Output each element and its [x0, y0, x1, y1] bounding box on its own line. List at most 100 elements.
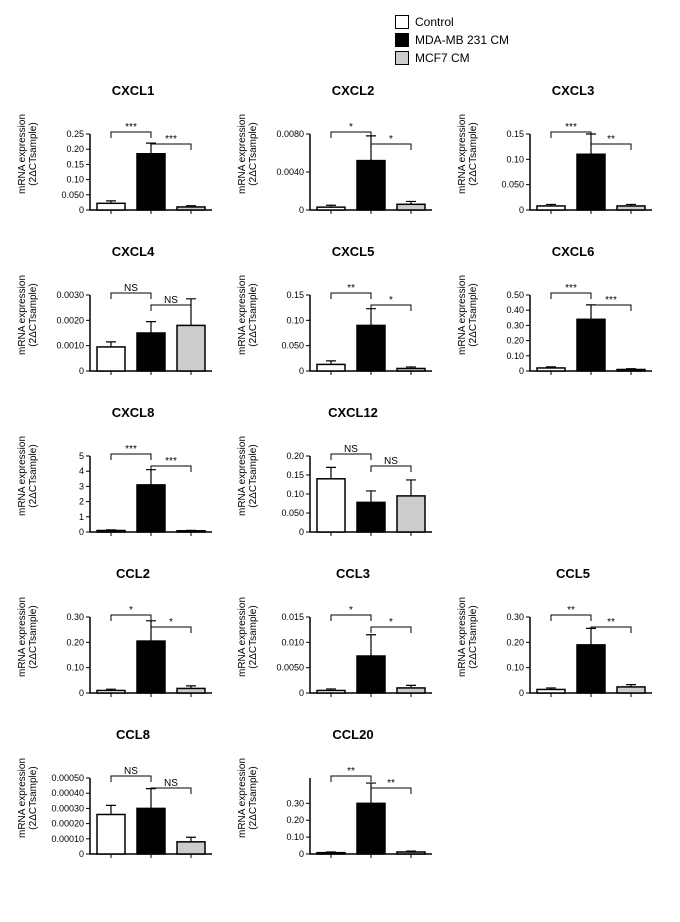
bar [97, 690, 125, 693]
svg-text:0.10: 0.10 [506, 663, 524, 673]
svg-text:0.010: 0.010 [281, 637, 304, 647]
svg-text:0.30: 0.30 [286, 798, 304, 808]
chart-title: CCL20 [332, 727, 373, 742]
svg-text:0.15: 0.15 [66, 159, 84, 169]
bar [357, 656, 385, 693]
svg-text:0.40: 0.40 [506, 305, 524, 315]
svg-text:0.10: 0.10 [66, 175, 84, 185]
svg-text:0.20: 0.20 [286, 815, 304, 825]
svg-text:NS: NS [344, 444, 358, 455]
chart-panel: mRNA expression(2ΔCTsample)CCL200.100.20… [15, 566, 225, 707]
bar [317, 479, 345, 532]
svg-text:*: * [349, 122, 353, 133]
bar [97, 347, 125, 371]
svg-text:0.0050: 0.0050 [276, 663, 304, 673]
svg-text:0: 0 [79, 205, 84, 215]
bar [97, 203, 125, 210]
svg-text:0.20: 0.20 [506, 336, 524, 346]
chart-title: CCL3 [336, 566, 370, 581]
legend-item: Control [395, 15, 665, 29]
svg-text:0.0080: 0.0080 [276, 129, 304, 139]
bar [137, 333, 165, 371]
legend-label: Control [415, 15, 454, 29]
svg-text:0.15: 0.15 [506, 129, 524, 139]
svg-text:0.20: 0.20 [286, 451, 304, 461]
svg-text:0.20: 0.20 [506, 637, 524, 647]
svg-text:NS: NS [124, 283, 138, 294]
svg-text:0.30: 0.30 [506, 320, 524, 330]
svg-text:*: * [349, 605, 353, 616]
svg-text:***: *** [565, 122, 577, 133]
bar [617, 369, 645, 371]
bar-chart: 00.100.200.300.400.50****** [488, 265, 658, 385]
svg-text:0.20: 0.20 [66, 637, 84, 647]
chart-panel: mRNA expression(2ΔCTsample)CXCL300.0500.… [455, 83, 665, 224]
legend-item: MCF7 CM [395, 51, 665, 65]
svg-text:NS: NS [124, 766, 138, 777]
svg-text:0.30: 0.30 [506, 612, 524, 622]
legend-swatch [395, 51, 409, 65]
svg-text:0.0020: 0.0020 [56, 315, 84, 325]
bar [537, 368, 565, 371]
bar-chart: 00.00400.0080** [268, 104, 438, 224]
svg-text:*: * [389, 134, 393, 145]
bar [397, 688, 425, 693]
bar-chart: 00.00100.00200.0030NSNS [48, 265, 218, 385]
bar [137, 485, 165, 532]
bar [97, 530, 125, 532]
bar-chart: 00.100.200.30**** [268, 748, 438, 868]
svg-text:3: 3 [79, 481, 84, 491]
bar [317, 690, 345, 693]
bar-chart: 00.0500.100.150.20NSNS [268, 426, 438, 546]
svg-text:0: 0 [79, 849, 84, 859]
svg-text:***: *** [605, 295, 617, 306]
bar-chart: 00.00500.0100.015** [268, 587, 438, 707]
bar [397, 852, 425, 854]
y-axis-label: mRNA expression(2ΔCTsample) [457, 596, 479, 676]
bar-chart: 012345****** [48, 426, 218, 546]
bar [177, 842, 205, 854]
svg-text:0.0030: 0.0030 [56, 290, 84, 300]
svg-text:0: 0 [79, 527, 84, 537]
bar [357, 803, 385, 854]
y-axis-label: mRNA expression(2ΔCTsample) [17, 757, 39, 837]
chart-panel: mRNA expression(2ΔCTsample)CXCL400.00100… [15, 244, 225, 385]
chart-panel: mRNA expression(2ΔCTsample)CCL2000.100.2… [235, 727, 445, 868]
svg-text:0.00010: 0.00010 [51, 834, 84, 844]
svg-text:*: * [169, 617, 173, 628]
bar-chart: 00.000100.000200.000300.000400.00050NSNS [48, 748, 218, 868]
legend: ControlMDA-MB 231 CMMCF7 CM [395, 15, 665, 65]
svg-text:*: * [129, 605, 133, 616]
chart-panel: mRNA expression(2ΔCTsample)CXCL200.00400… [235, 83, 445, 224]
chart-panel: mRNA expression(2ΔCTsample)CCL500.100.20… [455, 566, 665, 707]
svg-text:0: 0 [299, 205, 304, 215]
svg-text:**: ** [347, 766, 355, 777]
chart-panel: mRNA expression(2ΔCTsample)CCL800.000100… [15, 727, 225, 868]
svg-text:0.15: 0.15 [286, 470, 304, 480]
svg-text:0.050: 0.050 [61, 190, 84, 200]
svg-text:0.50: 0.50 [506, 290, 524, 300]
svg-text:0: 0 [299, 688, 304, 698]
bar [317, 853, 345, 854]
y-axis-label: mRNA expression(2ΔCTsample) [237, 596, 259, 676]
y-axis-label: mRNA expression(2ΔCTsample) [457, 274, 479, 354]
svg-text:NS: NS [164, 295, 178, 306]
svg-text:0.10: 0.10 [286, 315, 304, 325]
bar [97, 814, 125, 854]
y-axis-label: mRNA expression(2ΔCTsample) [457, 113, 479, 193]
svg-text:0.10: 0.10 [506, 351, 524, 361]
y-axis-label: mRNA expression(2ΔCTsample) [17, 435, 39, 515]
chart-panel: mRNA expression(2ΔCTsample)CXCL100.0500.… [15, 83, 225, 224]
svg-text:**: ** [567, 605, 575, 616]
svg-text:0: 0 [519, 366, 524, 376]
chart-panel: mRNA expression(2ΔCTsample)CXCL600.100.2… [455, 244, 665, 385]
bar-chart: 00.0500.100.15***** [488, 104, 658, 224]
bar [177, 531, 205, 532]
svg-text:NS: NS [164, 778, 178, 789]
svg-text:**: ** [347, 283, 355, 294]
svg-text:0.015: 0.015 [281, 612, 304, 622]
bar [317, 207, 345, 210]
legend-label: MCF7 CM [415, 51, 470, 65]
y-axis-label: mRNA expression(2ΔCTsample) [237, 757, 259, 837]
svg-text:**: ** [607, 134, 615, 145]
